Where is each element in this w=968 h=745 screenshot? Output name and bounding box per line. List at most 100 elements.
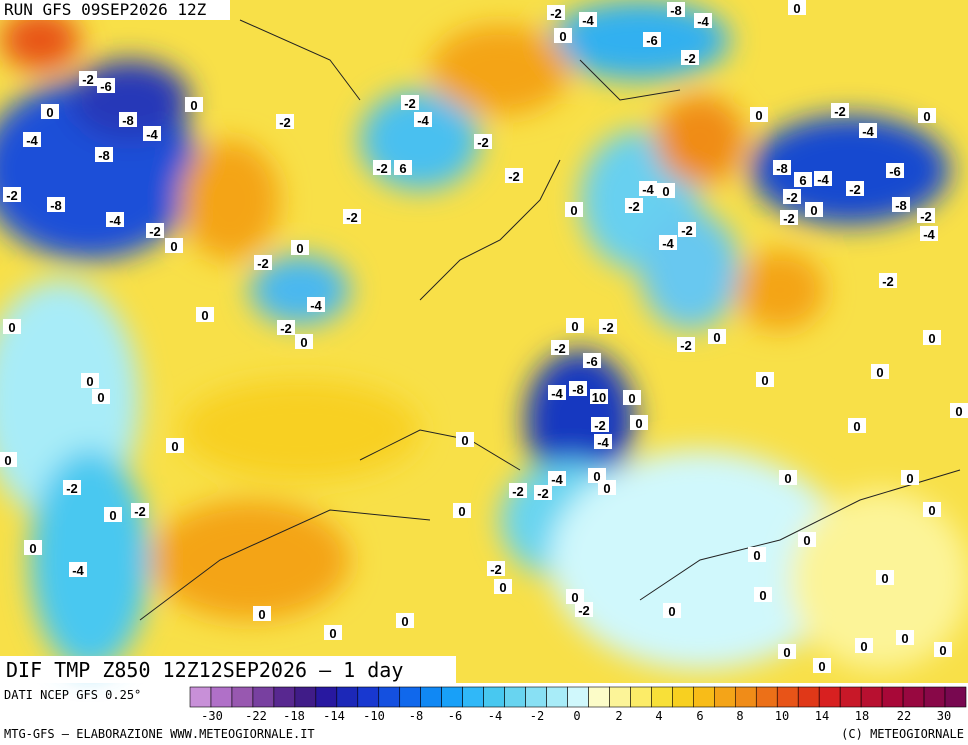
colorbar-tick-label: 6 (696, 709, 703, 723)
contour-label: -2 (6, 188, 18, 203)
label-box (950, 403, 968, 418)
contour-label: -8 (122, 113, 134, 128)
label-box (401, 95, 419, 110)
contour-label: 0 (628, 391, 635, 406)
label-box (92, 389, 110, 404)
label-box (588, 468, 606, 483)
label-box (920, 226, 938, 241)
contour-label: -2 (346, 210, 358, 225)
color-box (504, 686, 526, 708)
color-box (734, 686, 757, 708)
contour-label: 6 (399, 161, 406, 176)
contour-label: -2 (66, 481, 78, 496)
color-box (420, 686, 442, 708)
contour-label: -2 (554, 341, 566, 356)
label-box (657, 183, 675, 198)
contour-label: -4 (642, 182, 654, 197)
contour-label: 0 (928, 331, 935, 346)
label-box (599, 319, 617, 334)
contour-label: -2 (920, 209, 932, 224)
color-box (357, 686, 380, 708)
label-box (855, 638, 873, 653)
label-box (934, 642, 952, 657)
contour-label: -6 (646, 33, 658, 48)
coastline (139, 19, 961, 621)
color-box (315, 686, 338, 708)
label-box (81, 373, 99, 388)
label-box (3, 187, 21, 202)
contour-label: -8 (572, 382, 584, 397)
contour-label: -2 (602, 320, 614, 335)
colorbar-tick-label: -18 (283, 709, 305, 723)
contour-label: 0 (570, 203, 577, 218)
label-box (794, 172, 812, 187)
label-box (47, 197, 65, 212)
label-box (414, 112, 432, 127)
label-box (831, 103, 849, 118)
label-box (0, 452, 17, 467)
contour-label: -4 (582, 13, 594, 28)
contour-label: -2 (849, 182, 861, 197)
label-box (396, 613, 414, 628)
title-box (0, 656, 456, 683)
contour-label: -2 (404, 96, 416, 111)
color-box (210, 686, 233, 708)
label-box (97, 78, 115, 93)
contour-label: 0 (928, 503, 935, 518)
contour-label: 0 (593, 469, 600, 484)
label-box (79, 71, 97, 86)
label-box (24, 540, 42, 555)
contour-label: -4 (146, 127, 158, 142)
copyright: (C) METEOGIORNALE (841, 727, 964, 741)
contour-label: 0 (8, 320, 15, 335)
contour-label: -2 (550, 6, 562, 21)
contour-label: 0 (97, 390, 104, 405)
label-box (548, 385, 566, 400)
color-box (923, 686, 946, 708)
contour-label: -2 (684, 51, 696, 66)
colorbar-tick-label: 22 (897, 709, 911, 723)
contour-label: 0 (759, 588, 766, 603)
contour-label: 0 (329, 626, 336, 641)
label-box (394, 160, 412, 175)
contour-label: -8 (776, 161, 788, 176)
color-box (273, 686, 296, 708)
label-box (663, 603, 681, 618)
color-box (651, 686, 673, 708)
color-box (588, 686, 610, 708)
label-box (253, 606, 271, 621)
label-box (798, 532, 816, 547)
contour-label: -2 (594, 418, 606, 433)
label-box (678, 222, 696, 237)
label-box (639, 181, 657, 196)
colorbar-tick-label: -22 (245, 709, 267, 723)
label-box (119, 112, 137, 127)
label-box (565, 202, 583, 217)
contour-label: -4 (697, 14, 709, 29)
label-box (630, 415, 648, 430)
contour-label: 0 (461, 433, 468, 448)
colorbar-tick-label: -14 (323, 709, 345, 723)
color-box (797, 686, 820, 708)
label-box (23, 132, 41, 147)
label-box (569, 381, 587, 396)
contour-label: 0 (258, 607, 265, 622)
contour-label: -4 (72, 563, 84, 578)
contour-label: 0 (955, 404, 962, 419)
label-box (69, 562, 87, 577)
colorbar-tick-label: -4 (488, 709, 502, 723)
contour-label: 0 (296, 241, 303, 256)
contour-label: -8 (50, 198, 62, 213)
color-box (525, 686, 547, 708)
label-box (196, 307, 214, 322)
label-box (143, 126, 161, 141)
label-box (456, 432, 474, 447)
color-box (755, 686, 778, 708)
label-box (547, 5, 565, 20)
label-box (756, 372, 774, 387)
label-box (896, 630, 914, 645)
contour-label: 0 (853, 419, 860, 434)
label-box (534, 485, 552, 500)
color-box (818, 686, 841, 708)
contour-label: 0 (923, 109, 930, 124)
